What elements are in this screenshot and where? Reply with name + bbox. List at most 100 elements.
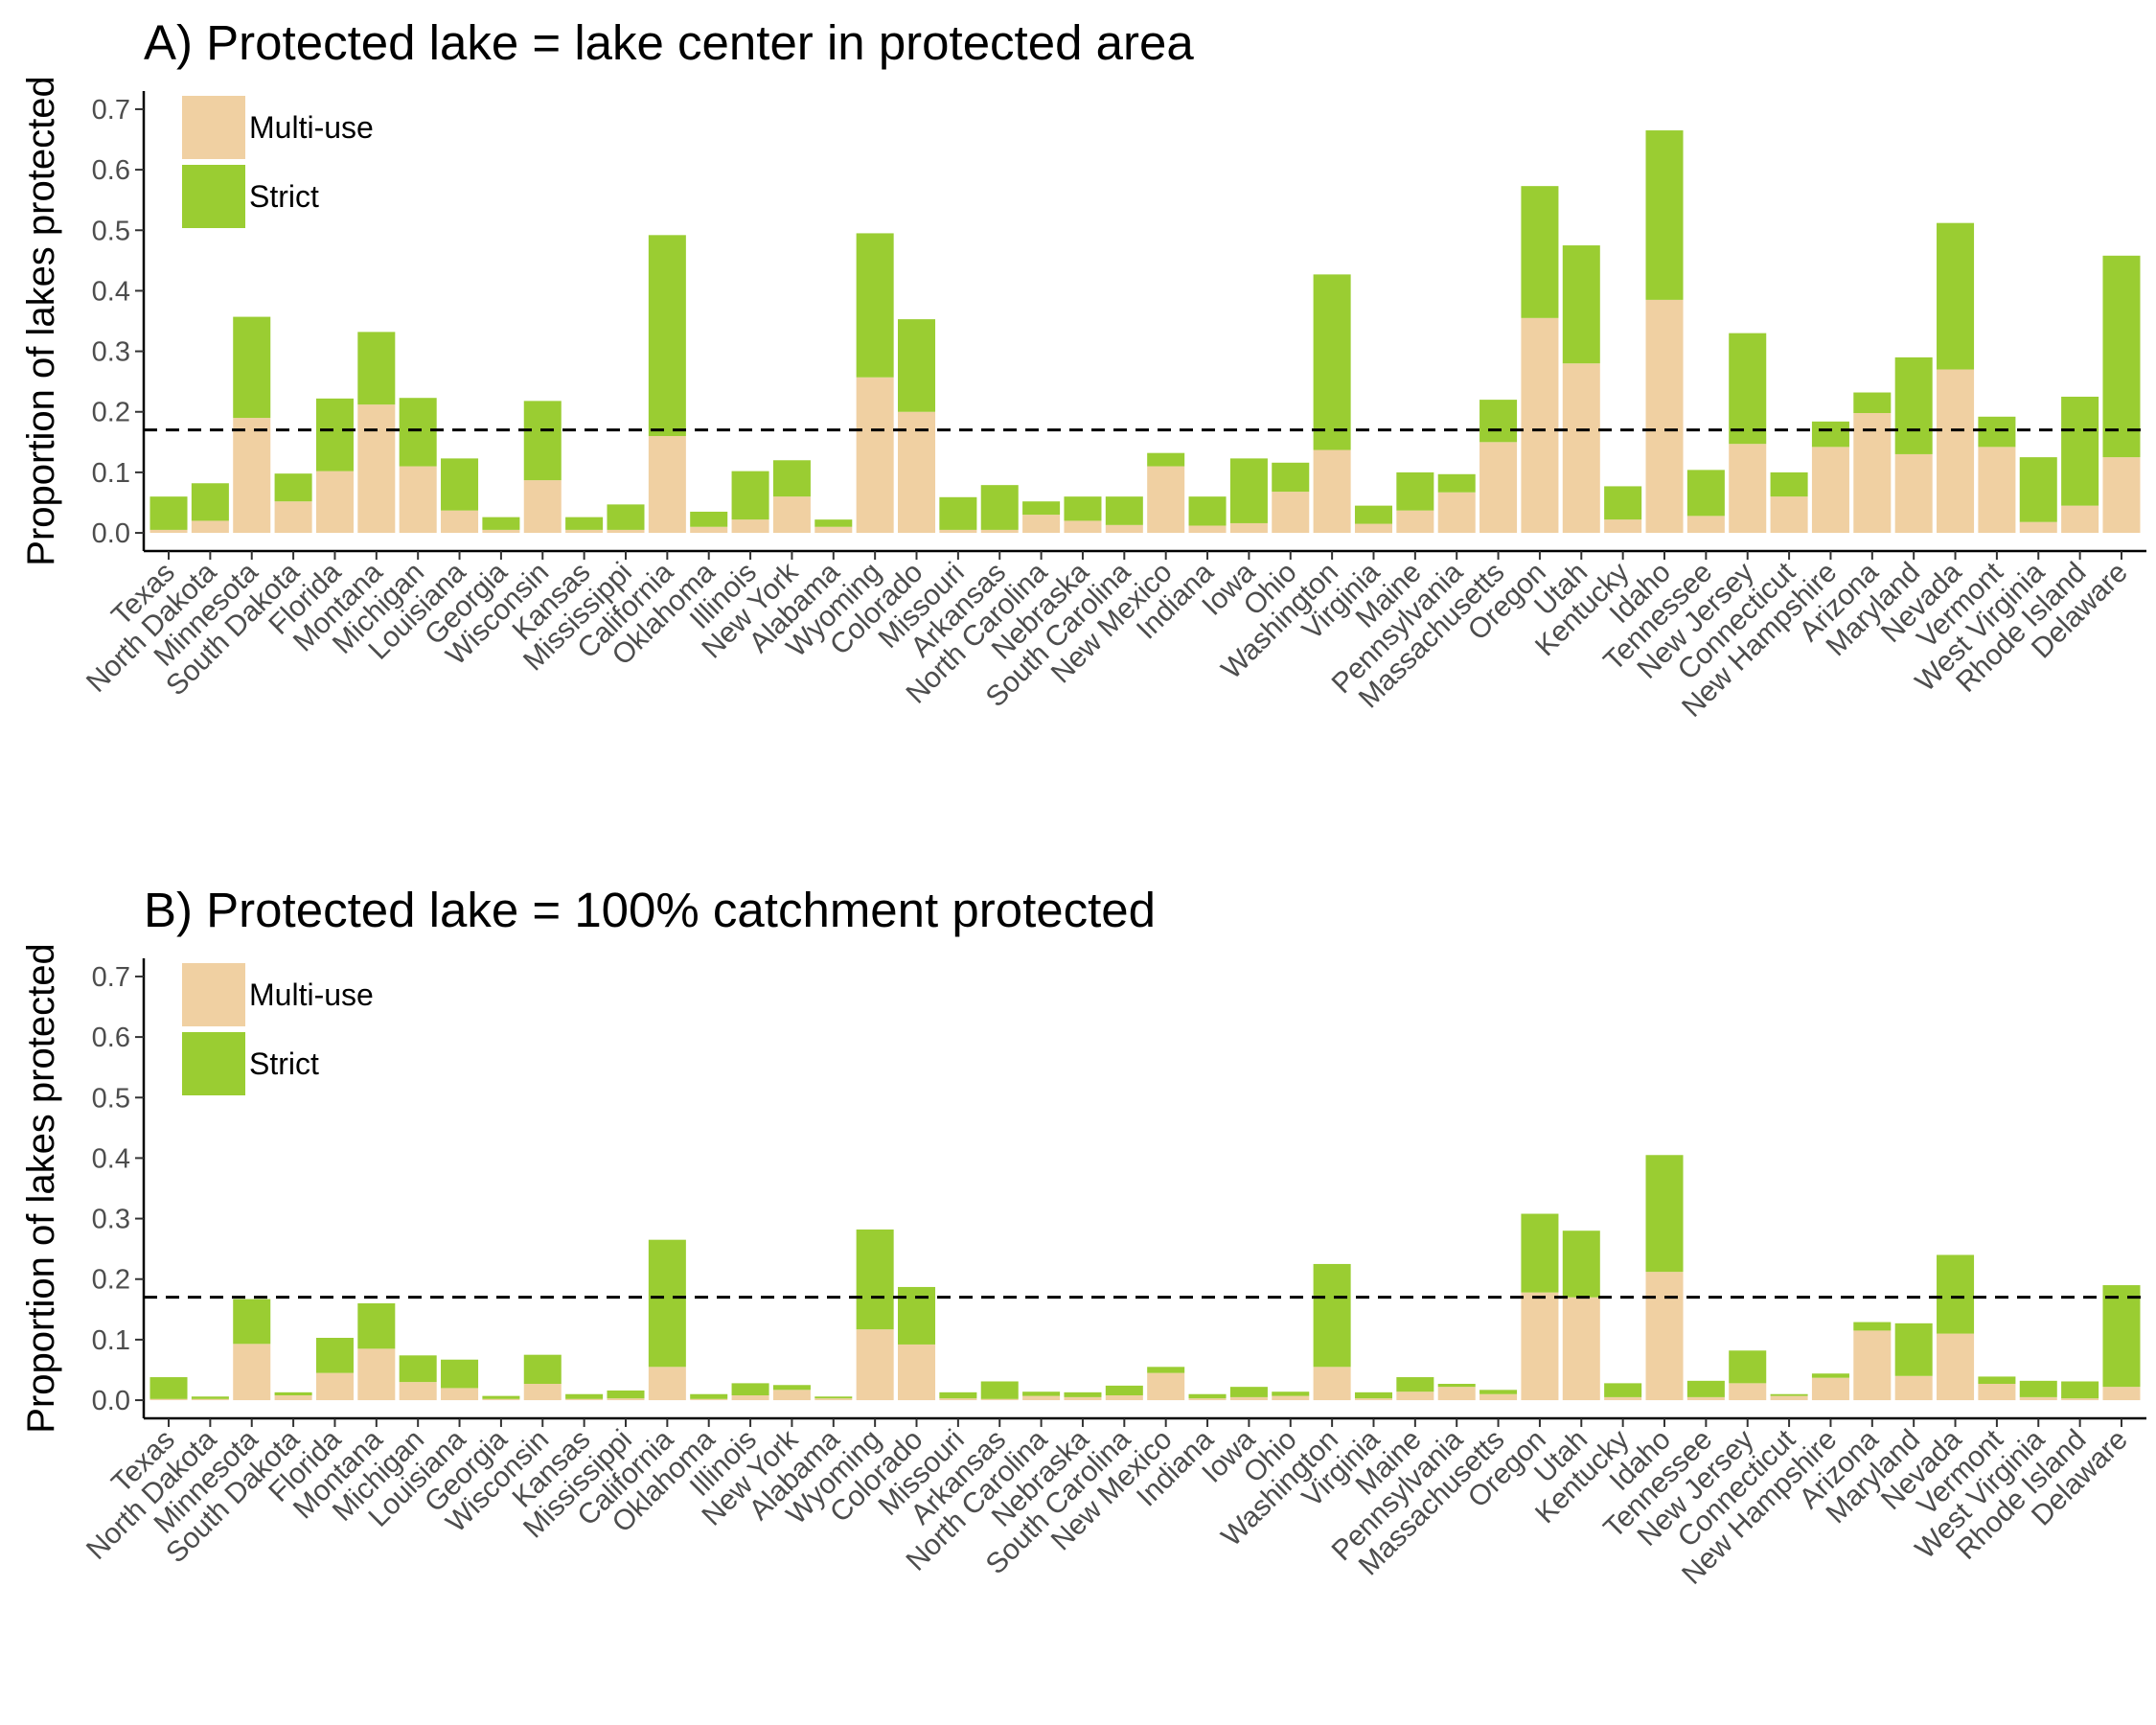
panel-a-y-tick-label-7: 0.7 [92, 95, 130, 126]
bar-panel-a-multi-use-35 [1604, 519, 1642, 534]
bar-panel-a-strict-4 [315, 398, 354, 472]
bar-panel-b-strict-2 [233, 1299, 271, 1345]
bar-panel-a-multi-use-38 [1729, 444, 1767, 534]
bar-panel-b-strict-45 [2019, 1380, 2057, 1397]
panel-b-legend-key-strict [182, 1032, 245, 1095]
bar-panel-a-multi-use-18 [898, 411, 936, 534]
bar-panel-a-multi-use-25 [1188, 525, 1227, 534]
bar-panel-a-multi-use-27 [1272, 492, 1310, 534]
bar-panel-b-strict-7 [441, 1359, 479, 1389]
bar-panel-b-multi-use-11 [607, 1398, 645, 1401]
bar-panel-a-multi-use-0 [149, 529, 188, 534]
bar-panel-b-strict-46 [2061, 1381, 2099, 1399]
bar-panel-b-strict-32 [1479, 1390, 1518, 1394]
bar-panel-a-multi-use-39 [1770, 496, 1808, 534]
bar-panel-b-strict-17 [856, 1229, 894, 1330]
panel-b-bars [149, 1155, 2141, 1401]
bar-panel-b-multi-use-29 [1354, 1398, 1392, 1401]
bar-panel-a-multi-use-47 [2102, 457, 2141, 534]
bar-panel-a-multi-use-34 [1562, 363, 1600, 534]
bar-panel-a-multi-use-23 [1105, 524, 1143, 534]
panel-a-legend-key-multi-use [182, 96, 245, 159]
bar-panel-b-strict-6 [399, 1355, 437, 1383]
bar-panel-b-multi-use-38 [1729, 1383, 1767, 1401]
bar-panel-b-multi-use-18 [898, 1344, 936, 1401]
bar-panel-b-multi-use-4 [315, 1372, 354, 1401]
bar-panel-b-multi-use-1 [191, 1398, 229, 1401]
panel-b: B) Protected lake = 100% catchment prote… [20, 883, 2146, 1591]
bar-panel-a-strict-26 [1229, 458, 1268, 523]
bar-panel-a-strict-31 [1437, 473, 1476, 493]
panel-b-y-tick-label-4: 0.4 [92, 1143, 130, 1174]
bar-panel-a-strict-38 [1729, 333, 1767, 445]
bar-panel-a-strict-34 [1562, 245, 1600, 364]
bar-panel-b-multi-use-5 [357, 1348, 396, 1401]
bar-panel-b-multi-use-34 [1562, 1297, 1600, 1401]
panel-b-y-tick-label-0: 0.0 [92, 1386, 130, 1416]
bar-panel-a-multi-use-11 [607, 529, 645, 534]
bar-panel-b-multi-use-37 [1686, 1396, 1725, 1401]
bar-panel-b-multi-use-20 [980, 1398, 1019, 1401]
bar-panel-a-strict-37 [1686, 470, 1725, 517]
panel-b-y-tick-label-5: 0.5 [92, 1083, 130, 1114]
bar-panel-a-multi-use-17 [856, 377, 894, 534]
panel-a-y-ticks: 0.0 0.1 0.2 0.3 0.4 0.5 0.6 0.7 [92, 95, 144, 549]
bar-panel-b-strict-44 [1978, 1376, 2016, 1384]
bar-panel-b-multi-use-30 [1396, 1392, 1434, 1401]
bar-panel-b-strict-35 [1604, 1383, 1642, 1397]
bar-panel-a-strict-42 [1894, 356, 1933, 454]
bar-panel-b-strict-19 [939, 1392, 977, 1399]
bar-panel-b-multi-use-27 [1272, 1395, 1310, 1401]
panel-b-title: B) Protected lake = 100% catchment prote… [144, 883, 1156, 937]
bar-panel-b-multi-use-41 [1853, 1330, 1892, 1401]
panel-b-y-axis-title: Proportion of lakes protected [20, 943, 62, 1433]
bar-panel-b-strict-25 [1188, 1393, 1227, 1399]
bar-panel-b-strict-27 [1272, 1392, 1310, 1396]
bar-panel-b-multi-use-14 [731, 1395, 769, 1401]
bar-panel-a-strict-45 [2019, 457, 2057, 522]
bar-panel-b-strict-33 [1521, 1213, 1559, 1293]
bar-panel-b-strict-29 [1354, 1392, 1392, 1399]
bar-panel-a-multi-use-21 [1022, 515, 1061, 534]
bar-panel-b-multi-use-46 [2061, 1398, 2099, 1401]
bar-panel-b-multi-use-9 [523, 1384, 562, 1401]
panel-b-legend-label-strict: Strict [249, 1046, 319, 1081]
bar-panel-b-multi-use-17 [856, 1329, 894, 1401]
bar-panel-b-multi-use-15 [772, 1390, 811, 1401]
bar-panel-a-strict-13 [690, 511, 728, 527]
bar-panel-a-strict-5 [357, 332, 396, 405]
bar-panel-a-strict-35 [1604, 486, 1642, 520]
bar-panel-a-strict-15 [772, 460, 811, 497]
bar-panel-a-multi-use-24 [1147, 466, 1185, 534]
bar-panel-b-multi-use-7 [441, 1388, 479, 1401]
bar-panel-b-strict-4 [315, 1338, 354, 1373]
bar-panel-a-strict-36 [1645, 130, 1684, 300]
bar-panel-b-strict-13 [690, 1393, 728, 1399]
bar-panel-a-strict-19 [939, 496, 977, 530]
bar-panel-a-multi-use-42 [1894, 453, 1933, 534]
bar-panel-b-multi-use-39 [1770, 1395, 1808, 1401]
bar-panel-a-multi-use-30 [1396, 510, 1434, 534]
bar-panel-b-multi-use-44 [1978, 1384, 2016, 1401]
bar-panel-a-multi-use-41 [1853, 413, 1892, 534]
bar-panel-a-multi-use-6 [399, 466, 437, 534]
bar-panel-a-strict-25 [1188, 496, 1227, 526]
panel-a-legend-label-strict: Strict [249, 179, 319, 214]
bar-panel-a-strict-20 [980, 485, 1019, 530]
bar-panel-a-multi-use-26 [1229, 522, 1268, 534]
panel-b-y-tick-label-2: 0.2 [92, 1265, 130, 1296]
bar-panel-b-multi-use-31 [1437, 1387, 1476, 1401]
bar-panel-b-strict-42 [1894, 1322, 1933, 1376]
bar-panel-b-strict-3 [274, 1392, 312, 1395]
bar-panel-b-multi-use-22 [1064, 1396, 1102, 1401]
bar-panel-a-multi-use-2 [233, 418, 271, 534]
bar-panel-a-strict-18 [898, 319, 936, 412]
bar-panel-a-multi-use-10 [565, 529, 604, 534]
bar-panel-a-strict-32 [1479, 400, 1518, 443]
bar-panel-a-multi-use-19 [939, 529, 977, 534]
bar-panel-b-strict-14 [731, 1383, 769, 1395]
bar-panel-a-multi-use-43 [1937, 369, 1975, 534]
bar-panel-b-multi-use-0 [149, 1398, 188, 1401]
bar-panel-b-multi-use-40 [1811, 1377, 1849, 1401]
